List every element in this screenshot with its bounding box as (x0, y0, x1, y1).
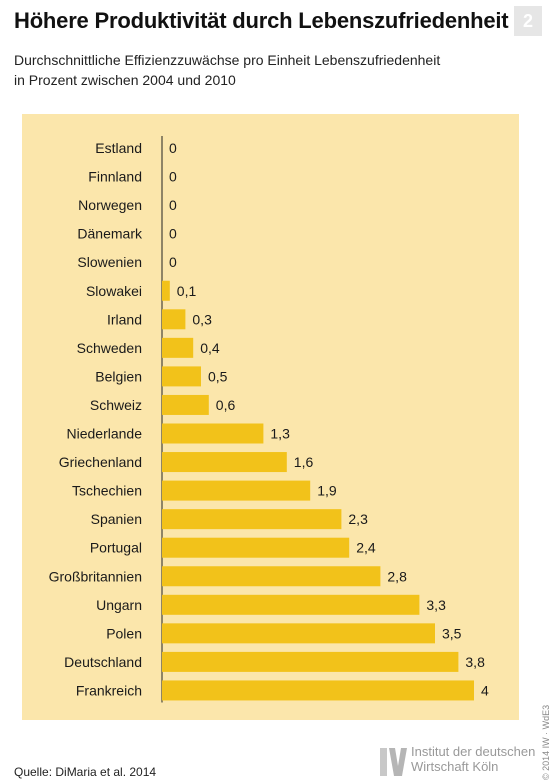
category-label-schweden: Schweden (77, 340, 142, 356)
category-label-norwegen: Norwegen (78, 197, 142, 213)
value-label-finnland: 0 (169, 169, 177, 185)
chart-subtitle: Durchschnittliche Effizienzzuwächse pro … (14, 50, 494, 90)
bar-ungarn (162, 594, 420, 615)
value-label-belgien: 0,5 (208, 368, 228, 384)
figure-number-badge: 2 (514, 6, 542, 36)
value-label-slowakei: 0,1 (177, 283, 197, 299)
category-label-grossbritannien: Großbritannien (49, 568, 142, 584)
value-label-ungarn: 3,3 (426, 597, 446, 613)
category-label-ungarn: Ungarn (96, 597, 142, 613)
bar-portugal (162, 537, 350, 558)
value-label-frankreich: 4 (481, 682, 489, 698)
value-label-norwegen: 0 (169, 197, 177, 213)
value-label-slowenien: 0 (169, 254, 177, 270)
value-label-estland: 0 (169, 140, 177, 156)
bar-chart: Estland 0 Finnland 0 Norwegen 0 Dänemark 0 Slowe… (49, 136, 489, 703)
category-label-griechenland: Griechenland (59, 454, 142, 470)
bar-schweiz (162, 394, 209, 415)
category-label-daenemark: Dänemark (77, 226, 143, 242)
category-label-schweiz: Schweiz (90, 397, 142, 413)
value-label-schweiz: 0,6 (216, 397, 236, 413)
category-label-frankreich: Frankreich (76, 682, 142, 698)
bar-frankreich (162, 680, 474, 701)
subtitle-line-2: in Prozent zwischen 2004 und 2010 (14, 72, 236, 88)
category-label-finnland: Finnland (88, 169, 142, 185)
category-label-polen: Polen (106, 625, 142, 641)
category-label-belgien: Belgien (95, 368, 142, 384)
source-note: Quelle: DiMaria et al. 2014 (14, 765, 157, 779)
value-label-tschechien: 1,9 (317, 483, 337, 499)
category-label-estland: Estland (95, 140, 142, 156)
category-label-niederlande: Niederlande (67, 426, 143, 442)
copyright-text: © 2014 IW · WdE3 (541, 704, 551, 780)
value-label-daenemark: 0 (169, 226, 177, 242)
chart-title: Höhere Produktivität durch Lebenszufried… (14, 8, 509, 33)
bar-schweden (162, 337, 194, 358)
category-label-irland: Irland (107, 311, 142, 327)
bar-irland (162, 309, 186, 330)
value-label-schweden: 0,4 (200, 340, 220, 356)
copyright-note: © 2014 IW · WdE3 (532, 672, 551, 782)
category-label-spanien: Spanien (91, 511, 142, 527)
bar-niederlande (162, 423, 264, 444)
publisher-line-2: Wirtschaft Köln (411, 759, 499, 774)
value-label-deutschland: 3,8 (465, 654, 485, 670)
subtitle-line-1: Durchschnittliche Effizienzzuwächse pro … (14, 52, 441, 68)
bar-deutschland (162, 651, 459, 672)
chart-panel: Estland 0 Finnland 0 Norwegen 0 Dänemark 0 Slowe… (22, 114, 519, 720)
bar-slowakei (162, 280, 170, 301)
bar-spanien (162, 509, 342, 530)
bar-grossbritannien (162, 566, 381, 587)
bar-tschechien (162, 480, 311, 501)
bar-belgien (162, 366, 201, 387)
category-label-slowenien: Slowenien (77, 254, 142, 270)
publisher-line-1: Institut der deutschen (411, 744, 536, 759)
category-label-slowakei: Slowakei (86, 283, 142, 299)
iw-logo-icon (380, 748, 407, 776)
value-label-portugal: 2,4 (356, 540, 376, 556)
bar-griechenland (162, 452, 287, 473)
value-label-griechenland: 1,6 (294, 454, 314, 470)
value-label-irland: 0,3 (192, 311, 212, 327)
value-label-grossbritannien: 2,8 (387, 568, 407, 584)
category-label-tschechien: Tschechien (72, 483, 142, 499)
value-label-spanien: 2,3 (348, 511, 368, 527)
value-label-polen: 3,5 (442, 625, 462, 641)
value-label-niederlande: 1,3 (270, 426, 290, 442)
category-label-deutschland: Deutschland (64, 654, 142, 670)
bar-polen (162, 623, 435, 644)
category-label-portugal: Portugal (90, 540, 142, 556)
publisher-logo-text: Institut der deutschen Wirtschaft Köln (411, 744, 535, 774)
